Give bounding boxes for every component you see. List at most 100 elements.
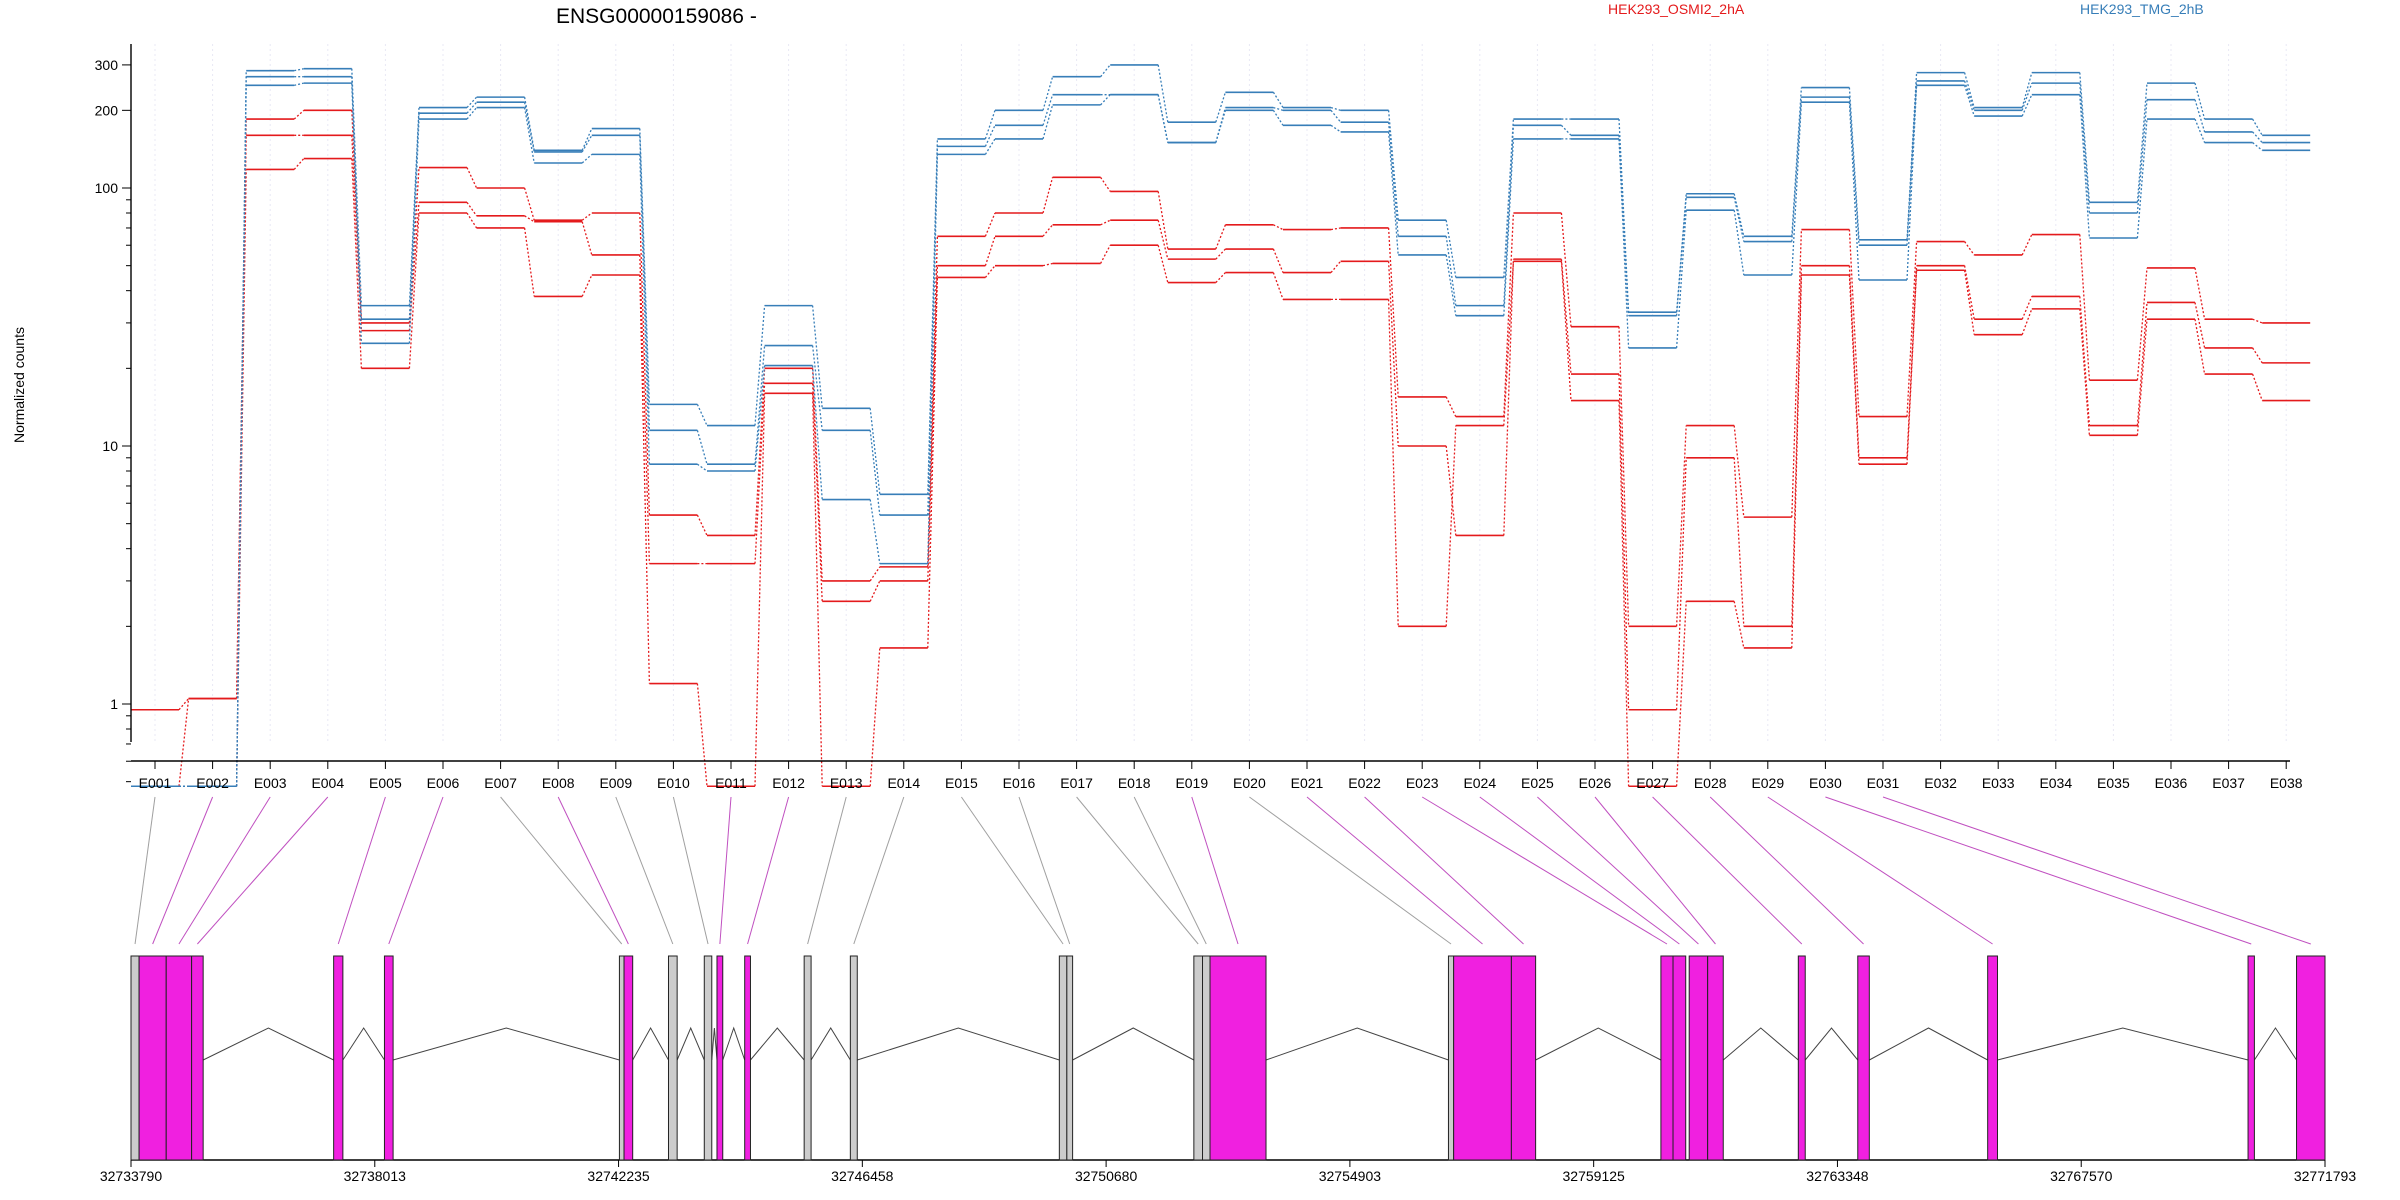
x-tick-label: E015 [945,775,978,791]
x-tick-label: E009 [599,775,632,791]
series-connector [697,463,708,472]
intron [342,1027,385,1061]
series-connector [869,566,881,582]
exon-box [1857,955,1870,1161]
series-connector [1273,106,1284,111]
series-connector [1272,248,1284,273]
series-connector [1157,245,1169,283]
coordinate-label: 32746458 [831,1168,894,1184]
series-connector [1618,400,1630,787]
series-lines [131,64,2311,788]
series-connector [1906,241,1918,417]
series-connector [408,212,420,369]
exon-box [1797,955,1806,1161]
series-connector [581,128,593,151]
series-connector [984,265,996,278]
y-ticks: 1 10 100 200 300 [95,57,131,783]
exon-box [703,955,713,1161]
exon-connector [853,796,905,945]
series-connector [754,393,766,787]
exon-connector [1076,796,1199,945]
series-connector [1848,87,1860,240]
x-tick-label: E008 [542,775,575,791]
exon-connector [1133,796,1207,945]
series-connector [1503,261,1515,426]
series-connector [2021,82,2033,111]
exon-connector [152,796,214,945]
series-connector [639,254,651,564]
series-connector [466,96,478,109]
series-connector [984,125,996,147]
series-connector [2079,72,2091,203]
series-connector [1157,94,1169,143]
x-ticks: E001 E002 E003 E004 E005 E006 E007 E008 E009 E010… [139,761,2303,791]
intron [1722,1027,1799,1061]
exon-box [383,955,394,1161]
series-connector [927,146,939,516]
series-connector [1906,265,1918,458]
series-connector [811,368,823,581]
x-tick-label: E005 [369,775,402,791]
series-connector [1963,80,1975,111]
exon-connector [500,796,623,945]
series-connector [1618,138,1630,348]
series-connector [466,167,478,189]
series-connector [1791,102,1803,276]
series-connector [581,135,593,153]
series-connector [466,101,478,114]
series-connector [1387,227,1399,397]
exon-connector [1767,796,1993,945]
series-connector [1330,109,1342,123]
series-connector [1733,197,1745,242]
series-connector [754,305,766,426]
series-connector [1503,212,1515,417]
series-connector [1848,102,1860,281]
series-connector [2079,296,2091,426]
series-connector [466,107,478,120]
coordinate-label: 32742235 [587,1168,650,1184]
series-connector [2021,234,2033,256]
series-connector [1733,457,1745,627]
x-tick-label: E032 [1924,775,1957,791]
series-connector [1618,326,1630,627]
exon-connector [1882,796,2311,945]
exon-connector [719,796,732,945]
exon-box [1066,955,1074,1161]
series-connector [523,187,535,221]
series-connector [1445,236,1457,306]
series-connector [1618,374,1630,710]
y-axis-label: Normalized counts [11,327,27,443]
x-tick-label: E025 [1521,775,1554,791]
series-connector [523,107,535,164]
series-connector [178,698,190,787]
series-connector [581,274,593,297]
x-tick-label: E001 [139,775,172,791]
exon-box [1058,955,1068,1161]
series-connector [1733,193,1745,237]
series-connector [696,404,708,426]
series-connector [1445,220,1457,278]
series-connector [1215,224,1227,250]
series-connector [639,154,651,465]
exon-box [165,955,193,1161]
x-tick-label: E022 [1348,775,1381,791]
exon-connector [1709,796,1864,945]
x-tick-label: E006 [427,775,460,791]
x-tick-label: E010 [657,775,690,791]
series-connector [2136,302,2148,426]
series-connector [1445,445,1457,536]
exon-box [716,955,724,1161]
series-connector [811,383,823,602]
series-connector [1100,244,1111,264]
series-connector [1387,299,1399,627]
exon-box [1209,955,1267,1161]
exon-connector [557,796,629,945]
series-connector [2079,234,2091,381]
series-connector [1675,457,1687,710]
intron [810,1027,851,1061]
series-connector [2252,118,2263,136]
exon-connector [960,796,1064,945]
series-connector [1330,227,1341,231]
exon-connector [1594,796,1716,945]
x-tick-label: E016 [1003,775,1036,791]
